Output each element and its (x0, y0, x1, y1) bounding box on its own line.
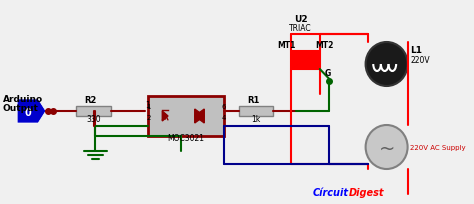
Text: G: G (325, 69, 331, 78)
Polygon shape (291, 52, 320, 70)
Text: 330: 330 (86, 114, 101, 123)
Text: R1: R1 (247, 95, 259, 104)
Text: 1: 1 (145, 101, 150, 110)
Polygon shape (17, 100, 46, 123)
Text: MT2: MT2 (315, 41, 333, 50)
Polygon shape (291, 52, 320, 70)
Text: 1k: 1k (251, 114, 260, 123)
Text: 1: 1 (146, 103, 151, 110)
Polygon shape (162, 111, 168, 121)
Circle shape (365, 43, 408, 86)
Text: MT1: MT1 (277, 41, 295, 50)
Text: TRIAC: TRIAC (290, 24, 312, 33)
Text: MOC3021: MOC3021 (168, 133, 205, 142)
Bar (238, 106, 273, 116)
Bar (148, 96, 224, 136)
Text: U2: U2 (294, 15, 308, 24)
Text: 4: 4 (221, 114, 226, 120)
Text: Círcuit: Círcuit (312, 187, 348, 197)
Polygon shape (195, 110, 204, 123)
Text: Arduino: Arduino (3, 95, 43, 104)
Text: L1: L1 (410, 46, 422, 55)
Text: R2: R2 (84, 95, 97, 104)
Text: 0: 0 (24, 108, 31, 118)
Text: 220V: 220V (410, 56, 430, 65)
Polygon shape (195, 110, 204, 123)
Text: 2: 2 (146, 114, 150, 120)
Text: Output: Output (3, 104, 39, 113)
Circle shape (365, 125, 408, 169)
Bar (76, 106, 111, 116)
Text: ~: ~ (378, 139, 395, 158)
Text: 6: 6 (221, 103, 226, 110)
Text: 220V AC Supply: 220V AC Supply (410, 144, 466, 150)
Text: Digest: Digest (348, 187, 384, 197)
